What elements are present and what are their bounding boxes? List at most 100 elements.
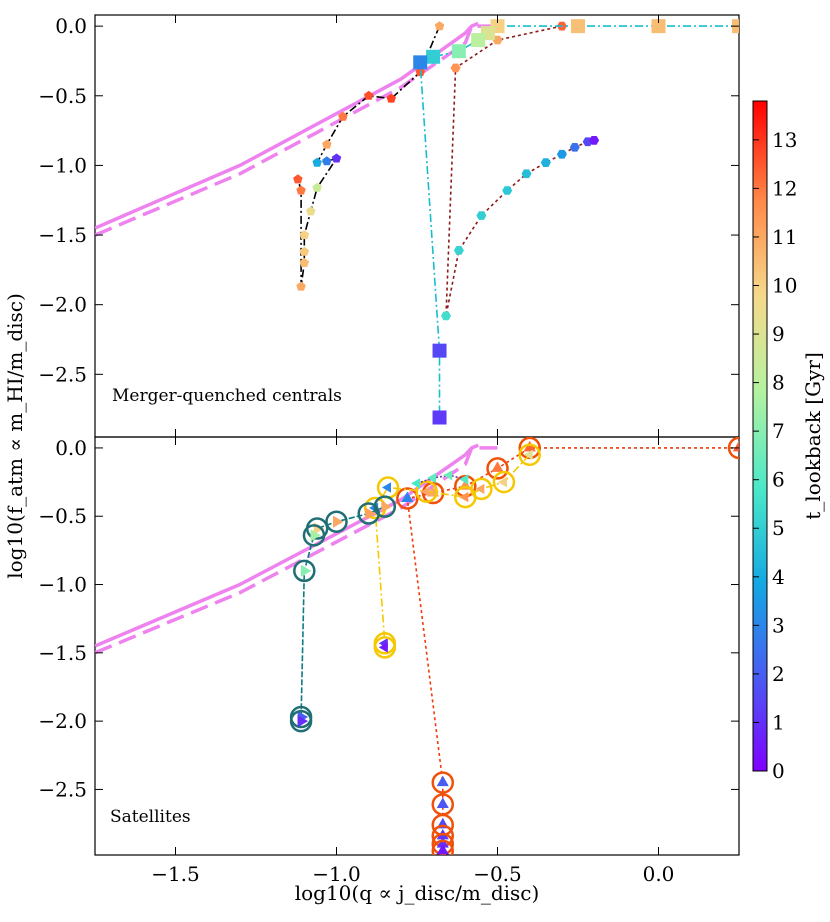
data-point (296, 185, 306, 195)
colorbar-tick-label: 4 (772, 565, 785, 589)
data-point (436, 843, 449, 855)
data-point (571, 19, 585, 34)
data-point (453, 246, 464, 255)
data-point (523, 440, 536, 452)
axes: 0.0 −0.5 −1.0 −1.5 −2.0 −2.5 (38, 14, 739, 437)
highlight-ring (492, 470, 516, 494)
y-tick-label: −2.5 (38, 777, 87, 801)
x-tick-label: −0.5 (473, 862, 522, 886)
highlight-ring (357, 502, 380, 525)
data-point (411, 478, 420, 489)
track-line (406, 447, 739, 851)
panel-frame (94, 14, 740, 438)
data-point (401, 491, 414, 502)
track-line (419, 25, 739, 418)
x-tick-label: 0.0 (643, 862, 675, 886)
data-point (451, 44, 466, 59)
colorbar-tick-label: 0 (772, 759, 785, 783)
data-point (322, 156, 332, 166)
colorbar-tick-label: 12 (772, 176, 797, 200)
panel-satellites: −1.5 −1.0 −0.5 0.0 0.0 −0.5 −1.0 −1.5 −2.0 −2.5 S… (38, 436, 740, 886)
reference-curve-solid (95, 443, 479, 648)
data-point (491, 461, 504, 472)
data-point (426, 49, 441, 64)
data-point (300, 564, 312, 577)
y-tick-label: −2.0 (38, 293, 87, 317)
colorbar-tick-label: 3 (772, 613, 785, 637)
data-point (436, 797, 449, 808)
track-line (416, 474, 466, 485)
panel-merger-quenched-centrals: 0.0 −0.5 −1.0 −1.5 −2.0 −2.5 Merger-quenched … (38, 14, 740, 438)
data-point (299, 246, 310, 256)
data-point (365, 507, 376, 520)
highlight-ring (396, 487, 419, 510)
data-point (297, 715, 309, 728)
data-point (306, 206, 316, 216)
colorbar-gradient (752, 100, 768, 772)
y-tick-label: −1.5 (38, 223, 87, 247)
highlight-ring (486, 457, 509, 480)
colorbar-tick-label: 13 (772, 128, 797, 152)
data-point (540, 158, 551, 167)
colorbar-tick-label: 7 (772, 419, 785, 443)
colorbar-tick-label: 10 (772, 273, 797, 297)
data-point (556, 149, 567, 159)
x-axis-label: log10(q ∝ j_disc/m_disc) (295, 881, 540, 905)
y-axis-label: log10(f_atm ∝ m_HI/m_disc) (3, 293, 27, 579)
colorbar-tick-label: 6 (772, 468, 785, 492)
data-point (476, 211, 487, 220)
data-point (338, 111, 348, 121)
axes: −1.5 −1.0 −0.5 0.0 0.0 −0.5 −1.0 −1.5 −2.0 −2.5 (38, 436, 739, 886)
y-tick-label: −2.5 (38, 362, 87, 386)
y-tick-label: −0.5 (38, 84, 87, 108)
highlight-ring (415, 480, 438, 503)
y-tick-label: 0.0 (55, 14, 87, 38)
highlight-ring (727, 437, 739, 460)
highlight-ring (289, 709, 313, 733)
data-point (651, 19, 666, 34)
data-point (432, 410, 447, 425)
data-point (378, 642, 388, 653)
data-point (459, 474, 469, 485)
track-satellite-2 (363, 443, 541, 659)
track-satellite-4 (411, 470, 469, 489)
colorbar-label: t_lookback [Gyr] (801, 352, 825, 519)
data-point (382, 482, 391, 493)
track-satellite-3 (289, 495, 397, 733)
y-tick-label: −1.0 (38, 573, 87, 597)
y-tick-label: −1.0 (38, 153, 87, 177)
data-point (521, 169, 532, 179)
data-point (331, 153, 342, 163)
highlight-ring (431, 771, 455, 794)
plot-area (95, 437, 739, 855)
highlight-ring (373, 636, 397, 659)
data-point (497, 476, 507, 488)
data-point (441, 311, 451, 321)
y-tick-label: −2.0 (38, 709, 87, 733)
highlight-ring (325, 510, 348, 533)
data-point (322, 139, 332, 149)
data-point (413, 55, 428, 70)
data-point (443, 470, 453, 481)
data-point (492, 35, 503, 45)
data-point (333, 515, 344, 528)
data-point (432, 343, 447, 358)
data-point (293, 174, 303, 184)
data-point (523, 449, 533, 460)
data-point (589, 136, 600, 145)
colorbar-tick-label: 2 (772, 662, 785, 686)
track-line (445, 25, 595, 316)
track-line (297, 25, 441, 287)
data-point (436, 837, 449, 848)
reference-curve-solid (95, 21, 479, 230)
data-point (434, 21, 445, 31)
data-point (569, 143, 580, 152)
data-point (427, 472, 437, 484)
data-point (732, 440, 739, 452)
highlight-ring (302, 524, 326, 547)
data-point (471, 33, 486, 48)
track-central-1 (293, 21, 445, 291)
